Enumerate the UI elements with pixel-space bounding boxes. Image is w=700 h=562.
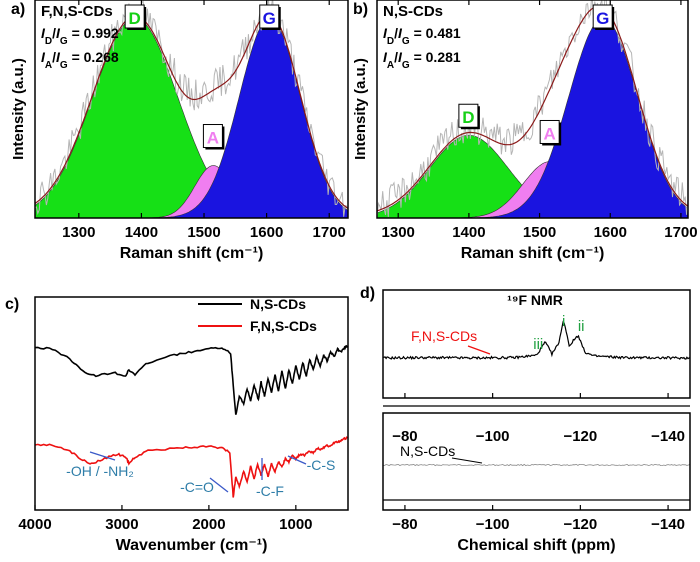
x-tick-label-2-1600: 1600 (594, 224, 627, 241)
annotation-arrow-cs (287, 455, 307, 465)
x-tick-label-2-1400: 1400 (452, 224, 485, 241)
x-tick-label-4b--80: −80 (392, 516, 417, 533)
x-tick-label-3-4000: 4000 (18, 516, 51, 533)
nmr-peak-i: i (562, 313, 565, 330)
fit-envelope-1 (34, 13, 349, 209)
peak-label-D-2-box (458, 103, 479, 128)
nmr-peak-iii: iii (533, 336, 543, 353)
ratio-2-0: ID/IG = 0.481 (383, 25, 461, 47)
annotation-oh-nh2: -OH / -NH₂ (66, 463, 134, 479)
x-tick-label-4a--100: −100 (476, 428, 510, 445)
legend-label-0: N,S-CDs (250, 296, 306, 312)
plot-frame-2 (376, 0, 689, 219)
ratio-2-1: IA/IG = 0.281 (383, 49, 461, 71)
panel-label-4: d) (360, 285, 375, 302)
peak-label-D-1-text: D (129, 9, 141, 28)
peak-label-G-1: G (259, 4, 281, 30)
peak-label-A-2-text: A (544, 124, 556, 143)
y-axis-label-2: Intensity (a.u.) (352, 58, 369, 160)
nmr-peak-ii: ii (578, 318, 585, 335)
annotation-c-s: -C-S (307, 457, 336, 473)
peak-label-G-1-box (259, 4, 280, 29)
x-tick-label-1-1500: 1500 (187, 224, 220, 241)
x-tick-label-4b--120: −120 (563, 516, 597, 533)
peak-label-G-2-box (592, 4, 613, 29)
panel-title-1: F,N,S-CDs (41, 3, 113, 20)
peak-label-G-2-text: G (596, 9, 609, 28)
peak-label-D-2: D (458, 103, 480, 130)
panel-label-3: c) (5, 296, 19, 313)
peak-label-A-1-text: A (207, 129, 219, 148)
panel-label-2: b) (353, 1, 368, 18)
x-tick-label-1-1700: 1700 (313, 224, 346, 241)
y-axis-label-1: Intensity (a.u.) (10, 58, 27, 160)
x-tick-label-1-1300: 1300 (62, 224, 95, 241)
raw-spectrum-2 (376, 0, 689, 219)
panel-label-1: a) (11, 1, 25, 18)
x-tick-label-1-1600: 1600 (250, 224, 283, 241)
peak-label-G-1-text: G (263, 9, 276, 28)
x-tick-label-3-3000: 3000 (105, 516, 138, 533)
ftir-series-0 (34, 344, 349, 415)
plot-frame-1 (34, 0, 349, 219)
nmr-series-fns (382, 320, 691, 361)
annotation-c-f: -C-F (256, 483, 284, 499)
plot-frame-4a (382, 289, 691, 399)
x-axis-label-1: Raman shift (cm⁻¹) (120, 245, 264, 262)
fit-envelope-2 (376, 5, 689, 212)
x-tick-label-4b--100: −100 (476, 516, 510, 533)
legend-label-1: F,N,S-CDs (250, 318, 317, 334)
peak-label-A-2: A (539, 119, 562, 146)
x-tick-label-4a--140: −140 (651, 428, 685, 445)
x-tick-label-4a--80: −80 (392, 428, 417, 445)
nmr-title: ¹⁹F NMR (507, 292, 563, 308)
nmr-series-ns (383, 463, 691, 467)
x-tick-label-4a--120: −120 (563, 428, 597, 445)
annotation-c-o: -C=O (180, 479, 214, 495)
x-tick-label-2-1700: 1700 (664, 224, 697, 241)
x-tick-label-4b--140: −140 (651, 516, 685, 533)
x-axis-label-4: Chemical shift (ppm) (457, 537, 615, 554)
nmr-arrow-fns (467, 345, 491, 355)
x-tick-label-2-1500: 1500 (523, 224, 556, 241)
nmr-sample-fns: F,N,S-CDs (411, 328, 477, 344)
plot-frame-4b (382, 412, 691, 511)
ratio-1-0: ID/IG = 0.992 (41, 25, 119, 47)
peak-label-A-2-box (539, 119, 560, 144)
panel-title-2: N,S-CDs (383, 3, 443, 20)
ratio-1-1: IA/IG = 0.268 (41, 49, 119, 71)
raw-spectrum-1 (34, 0, 349, 217)
x-tick-label-3-1000: 1000 (279, 516, 312, 533)
annotation-arrow-oh (89, 451, 116, 461)
annotation-arrow-co (209, 477, 229, 493)
x-tick-label-1-1400: 1400 (125, 224, 158, 241)
x-axis-label-3: Wavenumber (cm⁻¹) (116, 537, 268, 554)
peak-label-A-1-box (202, 124, 223, 149)
peak-label-D-1: D (124, 4, 147, 30)
x-tick-label-3-2000: 2000 (192, 516, 225, 533)
plot-frame-3 (34, 296, 349, 511)
nmr-arrow-ns (451, 457, 483, 464)
peak-label-D-2-text: D (462, 108, 474, 127)
nmr-sample-ns: N,S-CDs (400, 443, 455, 459)
peak-label-A-1: A (202, 124, 225, 150)
peak-label-D-1-box (124, 4, 145, 29)
ftir-series-1 (34, 436, 349, 498)
x-tick-label-2-1300: 1300 (382, 224, 415, 241)
x-axis-label-2: Raman shift (cm⁻¹) (461, 245, 605, 262)
peak-label-G-2: G (592, 4, 615, 30)
